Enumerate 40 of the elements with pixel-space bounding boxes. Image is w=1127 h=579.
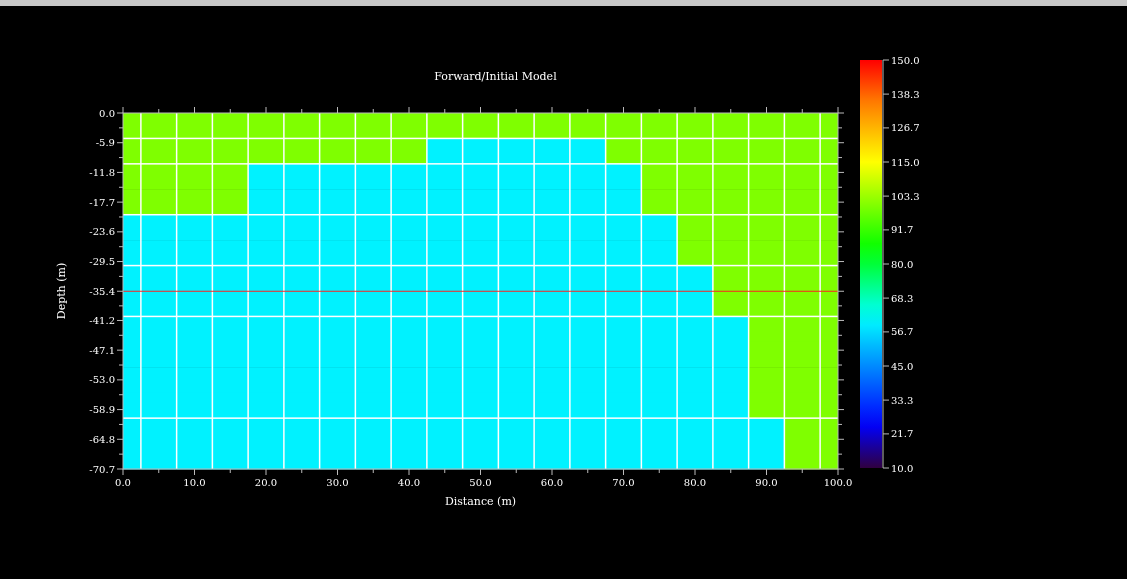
color-bar-label: 103.3 xyxy=(891,190,920,202)
x-tick-label: 40.0 xyxy=(397,477,421,488)
y-tick-label: -29.5 xyxy=(89,256,115,268)
color-bar-label: 56.7 xyxy=(891,326,914,338)
x-tick-label: 90.0 xyxy=(755,477,778,488)
color-bar-label: 10.0 xyxy=(891,462,914,474)
y-tick-label: -64.8 xyxy=(89,433,115,445)
color-bar-label: 91.7 xyxy=(891,224,914,236)
y-axis-title: Depth (m) xyxy=(55,262,68,320)
y-tick-label: -58.9 xyxy=(89,404,115,416)
y-tick-label: -47.1 xyxy=(89,344,115,356)
color-bar-label: 45.0 xyxy=(891,360,914,372)
color-bar-label: 115.0 xyxy=(891,156,920,168)
color-bar-label: 80.0 xyxy=(891,258,914,270)
y-tick-label: -5.9 xyxy=(95,137,115,149)
x-tick-label: 60.0 xyxy=(540,477,564,488)
color-bar-label: 126.7 xyxy=(891,122,920,134)
x-tick-label: 20.0 xyxy=(254,477,278,488)
y-tick-label: 0.0 xyxy=(99,107,115,119)
x-tick-label: 80.0 xyxy=(683,477,707,488)
chart-title: Forward/Initial Model xyxy=(434,70,558,83)
y-tick-label: -35.4 xyxy=(89,285,115,297)
y-tick-label: -53.0 xyxy=(89,374,115,386)
x-tick-label: 10.0 xyxy=(183,477,206,488)
x-tick-label: 50.0 xyxy=(469,477,492,488)
y-tick-label: -11.8 xyxy=(89,166,115,178)
x-axis-title: Distance (m) xyxy=(444,495,517,508)
x-tick-label: 30.0 xyxy=(326,477,349,488)
x-tick-label: 70.0 xyxy=(612,477,635,488)
y-tick-label: -23.6 xyxy=(89,226,115,238)
color-bar-label: 68.3 xyxy=(891,292,914,304)
color-bar-label: 138.3 xyxy=(891,88,920,100)
y-tick-label: -70.7 xyxy=(89,463,115,475)
y-tick-label: -17.7 xyxy=(89,196,115,208)
color-bar-label: 21.7 xyxy=(891,428,914,440)
x-tick-label: 0.0 xyxy=(115,477,131,488)
x-tick-label: 100.0 xyxy=(823,477,853,488)
y-tick-label: -41.2 xyxy=(89,314,115,326)
color-bar-label: 33.3 xyxy=(891,394,914,406)
color-bar-label: 150.0 xyxy=(891,54,920,66)
